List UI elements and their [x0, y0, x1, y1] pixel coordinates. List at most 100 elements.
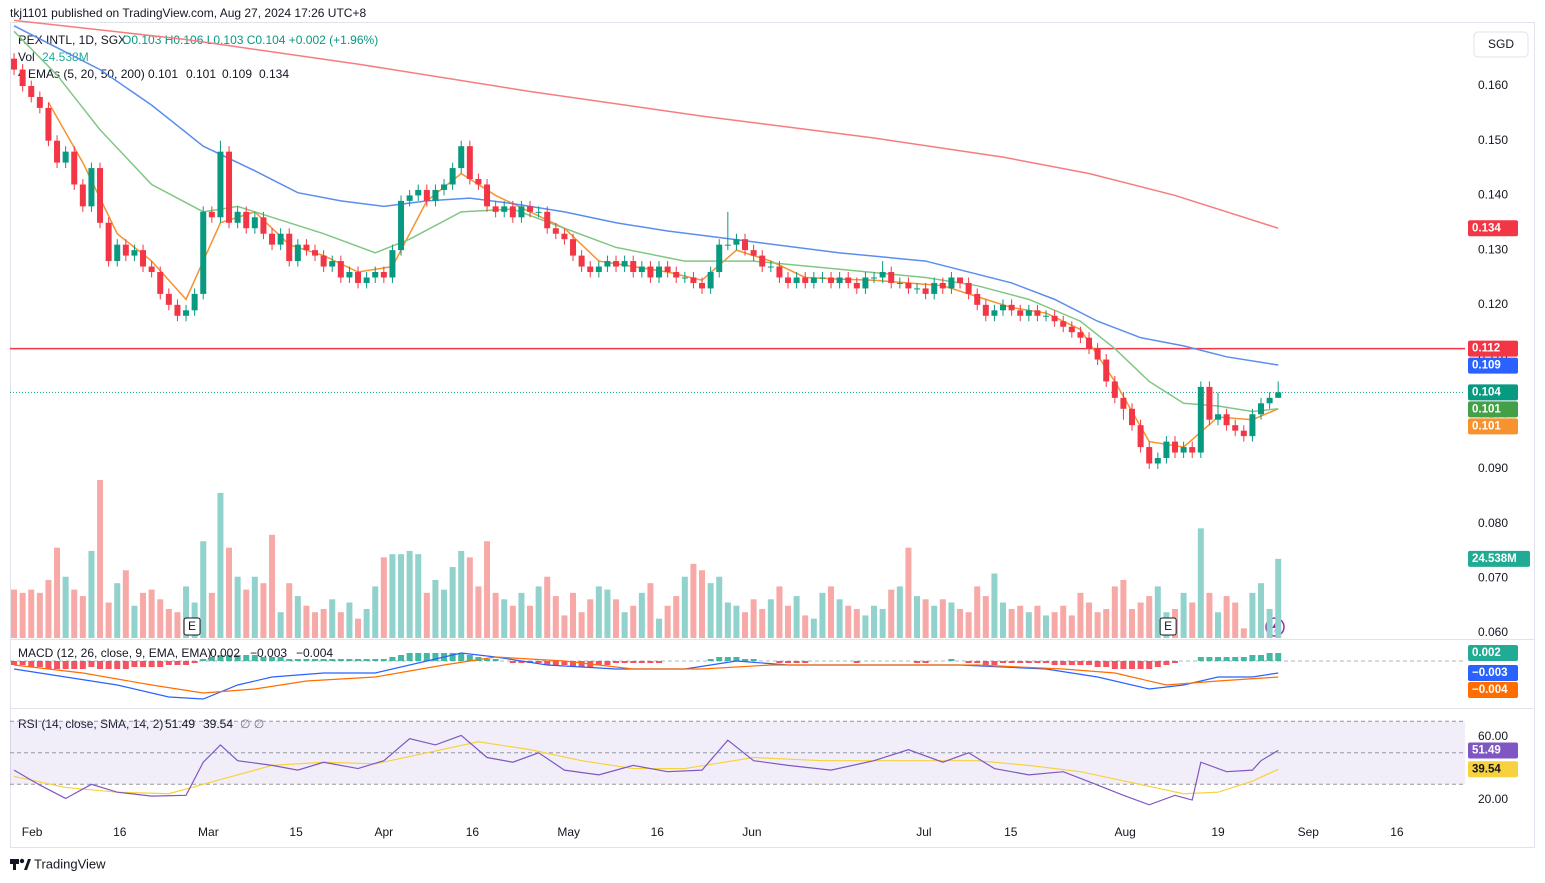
price-badge: [1468, 742, 1518, 759]
volume-bar: [871, 605, 878, 638]
candle-body: [1275, 392, 1282, 398]
candle-body: [423, 189, 430, 201]
volume-bar: [11, 589, 18, 638]
volume-bar: [570, 592, 577, 638]
candle-body: [965, 282, 972, 294]
volume-bar: [97, 479, 104, 638]
volume-bar: [286, 583, 293, 638]
candle-body: [165, 293, 172, 305]
candle-body: [862, 277, 869, 289]
volume-bar: [1154, 586, 1161, 638]
macd-histogram-bar: [1017, 661, 1024, 663]
volume-bar: [415, 554, 422, 638]
macd-histogram-bar: [716, 657, 723, 661]
macd-histogram-bar: [914, 661, 921, 663]
macd-histogram-bar: [793, 661, 800, 663]
candle-body: [742, 239, 749, 251]
macd-histogram-bar: [750, 659, 757, 661]
volume-bar: [656, 618, 663, 638]
currency-button[interactable]: [1473, 31, 1529, 58]
macd-histogram-bar: [656, 661, 663, 663]
macd-histogram-bar: [638, 661, 645, 663]
candle-body: [638, 266, 645, 273]
candle-body: [346, 272, 353, 278]
volume-bar: [1146, 596, 1153, 638]
candle-body: [982, 304, 989, 316]
volume-bar: [372, 586, 379, 638]
volume-bar: [251, 576, 258, 638]
volume-bar: [561, 615, 568, 638]
macd-histogram-bar: [595, 661, 602, 665]
candle-body: [1258, 403, 1265, 415]
volume-bar: [742, 612, 749, 638]
candle-body: [449, 168, 456, 185]
volume-bar: [122, 570, 129, 638]
price-badge-label: 0.101: [1472, 403, 1501, 415]
candle-body: [217, 151, 224, 218]
candle-body: [570, 239, 577, 256]
macd-histogram-bar: [475, 657, 482, 661]
volume-bar: [509, 605, 516, 638]
y-tick-label: 0.130: [1478, 242, 1508, 256]
candle-body: [11, 58, 18, 70]
macd-histogram-bar: [518, 661, 525, 663]
candle-body: [1103, 359, 1110, 382]
currency-label[interactable]: SGD: [1488, 37, 1514, 51]
volume-bar: [1266, 608, 1273, 638]
candle-body: [853, 282, 860, 289]
macd-legend: MACD (12, 26, close, 9, EMA, EMA): [18, 646, 211, 660]
macd-histogram-bar: [294, 659, 301, 661]
candle-body: [243, 211, 250, 229]
candle-body: [544, 211, 551, 229]
price-badge-label: 0.109: [1472, 360, 1501, 372]
price-badge: [1468, 401, 1518, 418]
volume-bar: [1240, 628, 1247, 638]
x-tick-label: Apr: [374, 825, 393, 839]
candle-body: [1180, 447, 1187, 453]
macd-histogram-bar: [535, 661, 542, 663]
volume-bar: [1034, 605, 1041, 638]
candle-body: [1232, 425, 1239, 431]
volume-bar: [1077, 592, 1084, 638]
volume-bar: [148, 589, 155, 638]
macd-histogram-bar: [398, 655, 405, 661]
macd-histogram-bar: [372, 659, 379, 661]
macd-histogram-bar: [1258, 655, 1265, 661]
volume-bar: [810, 618, 817, 638]
candle-body: [251, 217, 258, 229]
candle-body: [286, 233, 293, 262]
candle-body: [458, 146, 465, 169]
candle-body: [707, 272, 714, 289]
macd-histogram-bar: [71, 661, 78, 669]
volume-bar: [226, 547, 233, 638]
price-badge-label: 0.112: [1472, 343, 1500, 355]
volume-bar: [1129, 608, 1136, 638]
macd-histogram-bar: [1206, 657, 1213, 661]
candle-body: [905, 282, 912, 289]
volume-bar: [501, 599, 508, 638]
x-tick-label: 16: [113, 825, 127, 839]
candle-body: [320, 255, 327, 267]
candle-body: [552, 228, 559, 234]
candle-body: [1197, 386, 1204, 453]
volume-bar: [888, 589, 895, 638]
brand-logo: [10, 858, 31, 870]
macd-histogram-bar: [329, 659, 336, 661]
macd-legend-value: 0.002: [210, 646, 240, 660]
x-tick-label: Mar: [198, 825, 219, 839]
x-tick-label: 15: [289, 825, 303, 839]
volume-bar: [939, 599, 946, 638]
volume-bar: [260, 583, 267, 638]
volume-bar: [836, 599, 843, 638]
volume-bar: [862, 615, 869, 638]
macd-histogram-bar: [243, 655, 250, 661]
macd-histogram-bar: [1025, 661, 1032, 663]
ema-line: [13, 19, 1279, 229]
volume-bar: [1111, 586, 1118, 638]
legend-volume: Vol: [18, 50, 35, 64]
volume-bar: [647, 583, 654, 638]
macd-histogram-bar: [707, 659, 714, 661]
candle-body: [475, 179, 482, 185]
macd-histogram-bar: [1223, 657, 1230, 661]
volume-bar: [441, 589, 448, 638]
